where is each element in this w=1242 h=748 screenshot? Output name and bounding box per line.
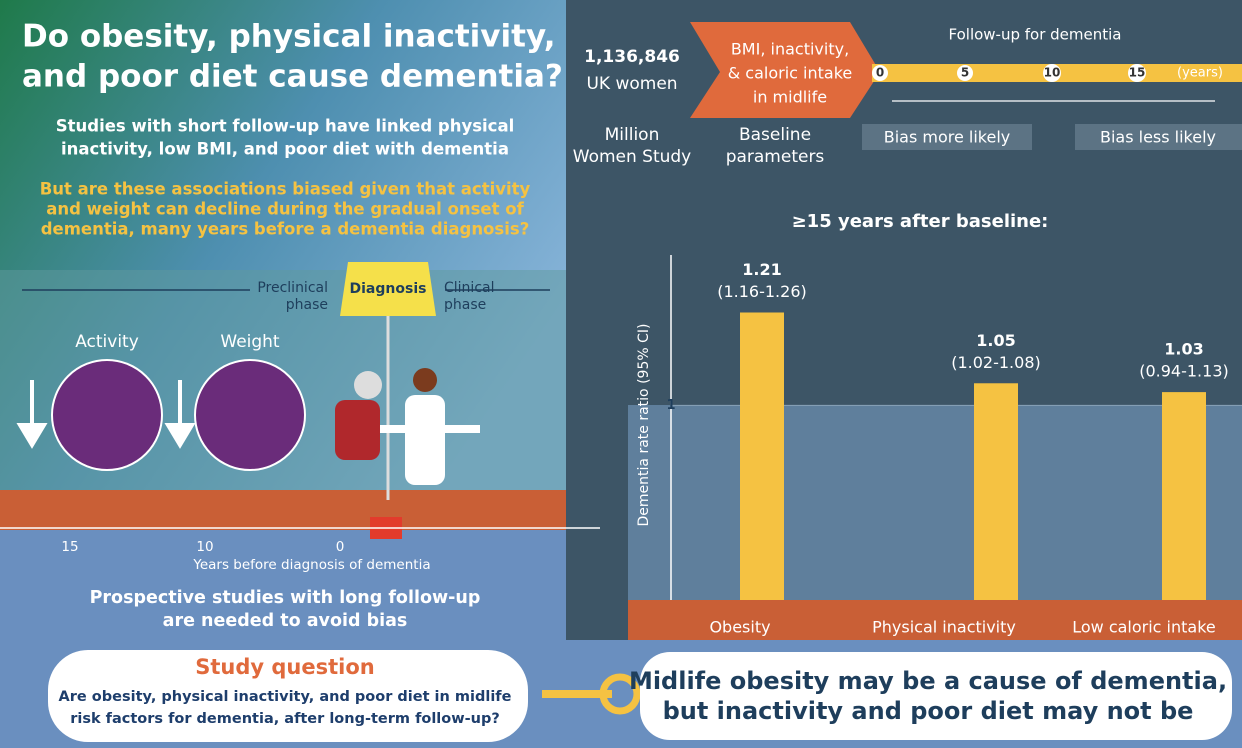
title: and poor diet cause dementia? [22,59,563,95]
key-bow [599,673,641,715]
phase-label: phase [444,297,486,313]
cohort: Million [605,125,660,145]
baseline-text: BMI, inactivity, [731,40,849,59]
ci-label: (1.02-1.08) [951,353,1041,372]
baseline-label: Baseline [739,125,811,145]
phase-label: Clinical [444,280,494,296]
baseline-text: in midlife [753,88,827,107]
bias-label: Bias more likely [884,128,1011,147]
doctor-illustration [405,395,445,485]
followup-label: Follow-up for dementia [949,26,1122,44]
bar-chart: ≥15 years after baseline: Dementia rate … [636,211,1242,637]
factor-label: Weight [220,332,280,352]
question-text: risk factors for dementia, after long-te… [70,711,500,727]
timeline-tick: 10 [196,539,213,555]
conclusion: are needed to avoid bias [163,611,408,631]
value-label: 1.03 [1164,340,1203,359]
key-icon [542,673,641,715]
bias-label: Bias less likely [1100,128,1216,147]
patient-illustration [335,400,380,460]
women-count: 1,136,846 [584,47,680,67]
year: 5 [961,66,969,80]
bias-question: and weight can decline during the gradua… [46,200,524,219]
bar [740,312,784,600]
timeline-tick: 15 [61,539,78,555]
floor [0,490,626,530]
baseline-label: parameters [726,147,825,167]
chart-title: ≥15 years after baseline: [792,211,1049,232]
year: 0 [876,66,884,80]
x-tick-label: Physical inactivity [872,618,1016,637]
y-axis-label: Dementia rate ratio (95% CI) [636,324,652,527]
patient-illustration [354,371,382,399]
women-label: UK women [586,74,677,94]
bias-box [862,124,1032,150]
bar [1162,392,1206,600]
timeline-label: Years before diagnosis of dementia [192,557,430,573]
question-title: Study question [195,655,374,679]
bias-box [1075,124,1242,150]
bias-question: But are these associations biased given … [40,180,531,199]
question-box [48,650,528,742]
cohort: Women Study [573,147,692,167]
x-tick-label: Low caloric intake [1072,618,1216,637]
conclusion: Prospective studies with long follow-up [90,588,481,608]
key-shaft [542,690,612,698]
decline-arrow-head [16,423,48,449]
answer-box [640,652,1232,740]
year-marker [1043,64,1061,82]
bias-question: dementia, many years before a dementia d… [41,220,530,239]
baseline-text: & caloric intake [728,64,853,83]
value-label: 1.21 [742,260,781,279]
baseline-arrow [690,22,880,118]
ci-label: (1.16-1.26) [717,282,807,301]
years-unit: (years) [1177,66,1223,81]
year: 15 [1129,66,1146,80]
year-marker [1128,64,1146,82]
weight-illustration [194,359,306,471]
answer-text: but inactivity and poor diet may not be [663,697,1194,725]
year-marker [957,65,973,81]
y-tick-label: 1 [666,398,675,413]
below-one-region [628,405,1242,600]
bar [974,383,1018,600]
factor-label: Activity [75,332,139,352]
intro: Studies with short follow-up have linked… [56,117,515,136]
decline-arrow-head [164,423,196,449]
title: Do obesity, physical inactivity, [22,19,556,55]
diagnosis-label: Diagnosis [350,281,427,297]
intro: inactivity, low BMI, and poor diet with … [61,140,509,159]
question-text: Are obesity, physical inactivity, and po… [59,689,512,705]
year: 10 [1044,66,1061,80]
year-marker [872,65,888,81]
lamp-shade [340,262,436,316]
answer-text: Midlife obesity may be a cause of dement… [629,667,1227,695]
value-label: 1.05 [976,331,1015,350]
chart-floor [628,600,1242,640]
doctor-illustration [413,368,437,392]
ci-label: (0.94-1.13) [1139,362,1229,381]
phase-label: phase [286,297,328,313]
timeline-tick: 0 [336,539,345,555]
phase-label: Preclinical [257,280,328,296]
activity-illustration [51,359,163,471]
x-tick-label: Obesity [709,618,770,637]
